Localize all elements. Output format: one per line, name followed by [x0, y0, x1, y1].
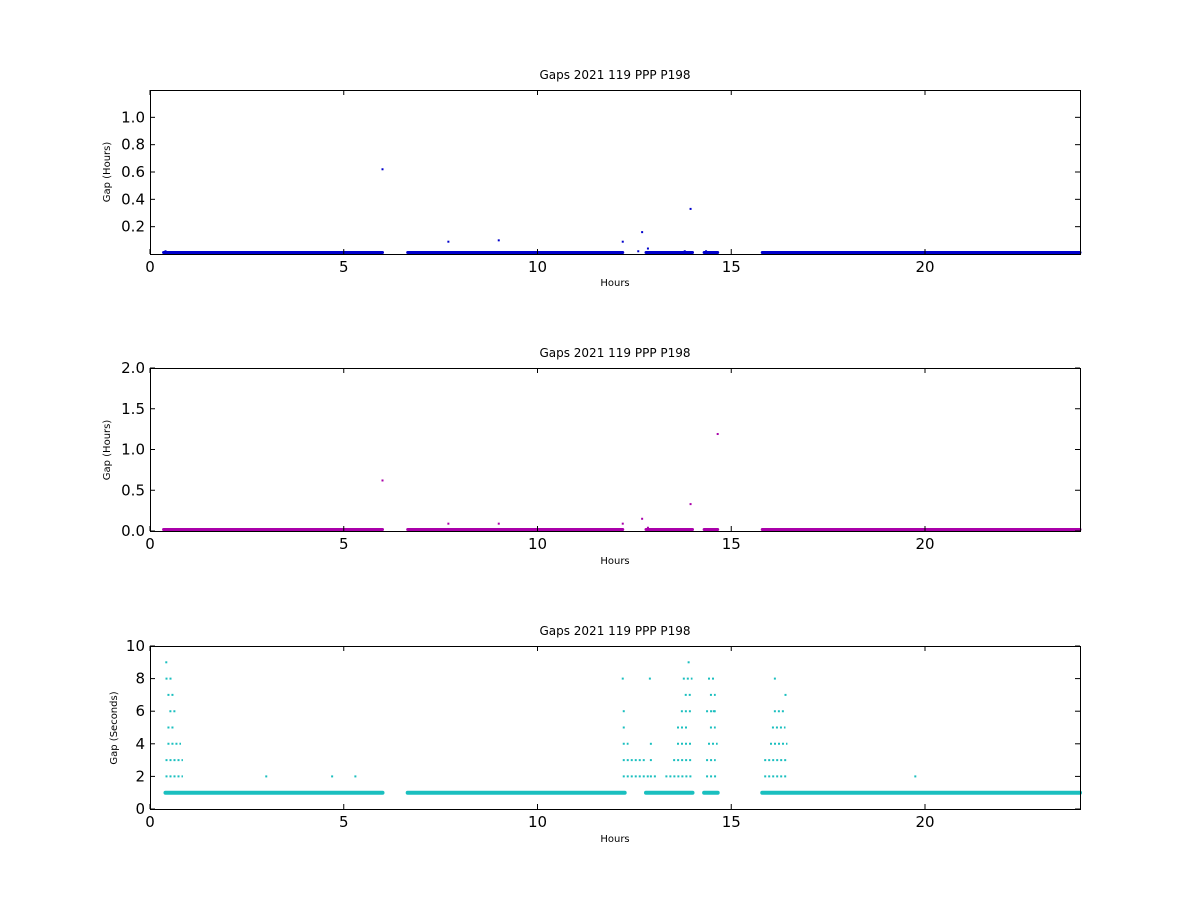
- x-tick-label: 10: [528, 535, 547, 553]
- y-tick-label: 0.2: [121, 218, 145, 236]
- plot-frame-2: [150, 368, 1081, 532]
- x-axis-label-1: Hours: [600, 278, 629, 289]
- data-point-3-1: [165, 661, 168, 664]
- data-point-2-11: [716, 433, 719, 436]
- data-point-1-12: [705, 250, 708, 253]
- data-point-2-4: [497, 522, 500, 525]
- x-axis-label-2: Hours: [600, 556, 629, 567]
- chart-title-1: Gaps 2021 119 PPP P198: [539, 68, 690, 82]
- chart-title-2: Gaps 2021 119 PPP P198: [539, 346, 690, 360]
- data-point-1-3: [381, 168, 384, 171]
- axis-ticks-1: 0 5 10 15 20 0.2 0.4 0.6 0.8 1.0: [121, 90, 1080, 276]
- y-tick-label: 4: [135, 735, 145, 753]
- x-tick-label: 5: [339, 258, 349, 276]
- data-point-1-8: [641, 231, 644, 234]
- y-tick-label: 1.0: [121, 441, 145, 459]
- y-tick-label: 0: [135, 800, 145, 818]
- data-point-1-9: [646, 247, 649, 250]
- data-point-2-5: [621, 522, 624, 525]
- y-tick-label: 2.0: [121, 359, 145, 377]
- data-point-1-11: [689, 207, 692, 210]
- y-tick-label: 1.0: [121, 108, 145, 126]
- data-point-1-6: [621, 240, 624, 243]
- x-tick-label: 0: [145, 813, 155, 831]
- data-point-1-13: [761, 251, 764, 254]
- x-tick-label: 10: [528, 258, 547, 276]
- chart-panel-1: Gaps 2021 119 PPP P198 Hours Gap (Hours)…: [102, 68, 1082, 289]
- data-point-1-5: [497, 239, 500, 242]
- x-tick-label: 0: [145, 535, 155, 553]
- y-tick-label: 0.4: [121, 190, 145, 208]
- chart-panel-3: Gaps 2021 119 PPP P198 Hours Gap (Second…: [109, 624, 1082, 845]
- y-tick-label: 8: [135, 670, 145, 688]
- data-point-2-7: [646, 526, 649, 529]
- y-tick-label: 0.0: [121, 522, 145, 540]
- data-point-2-10: [705, 528, 708, 531]
- chart-title-3: Gaps 2021 119 PPP P198: [539, 624, 690, 638]
- y-tick-label: 2: [135, 767, 145, 785]
- data-point-2-3: [447, 522, 450, 525]
- data-point-2-6: [641, 517, 644, 520]
- y-tick-label: 0.6: [121, 163, 145, 181]
- y-axis-label-3: Gap (Seconds): [109, 691, 120, 764]
- data-point-3-4: [354, 775, 357, 778]
- data-point-3-9: [784, 693, 787, 696]
- data-point-1-7: [637, 250, 640, 253]
- y-axis-label-1: Gap (Hours): [102, 142, 113, 203]
- data-marks-1: [162, 168, 1082, 254]
- x-tick-label: 20: [915, 258, 934, 276]
- y-tick-label: 10: [126, 637, 145, 655]
- y-tick-label: 1.5: [121, 400, 145, 418]
- data-point-3-3: [331, 775, 334, 778]
- x-tick-label: 20: [915, 813, 934, 831]
- y-tick-label: 0.8: [121, 136, 145, 154]
- data-point-2-9: [689, 503, 692, 506]
- chart-panel-2: Gaps 2021 119 PPP P198 Hours Gap (Hours)…: [102, 346, 1082, 567]
- y-tick-label: 0.5: [121, 481, 145, 499]
- data-marks-3: [163, 661, 1082, 795]
- plot-frame-3: [150, 646, 1081, 810]
- data-point-3-6: [648, 677, 651, 680]
- plot-frame-1: [150, 90, 1081, 255]
- data-point-3-2: [265, 775, 268, 778]
- x-tick-label: 15: [722, 813, 741, 831]
- x-tick-label: 5: [339, 813, 349, 831]
- x-tick-label: 20: [915, 535, 934, 553]
- data-point-3-5: [621, 677, 624, 680]
- x-axis-label-3: Hours: [600, 834, 629, 845]
- data-point-1-1: [164, 250, 167, 253]
- data-point-2-8: [683, 528, 686, 531]
- x-tick-label: 0: [145, 258, 155, 276]
- data-point-2-1: [164, 528, 167, 531]
- y-axis-label-2: Gap (Hours): [102, 420, 113, 481]
- data-point-1-4: [447, 240, 450, 243]
- data-point-3-7: [687, 661, 690, 664]
- x-tick-label: 10: [528, 813, 547, 831]
- data-point-3-8: [712, 710, 715, 713]
- data-point-1-10: [683, 250, 686, 253]
- data-point-3-10: [914, 775, 917, 778]
- x-tick-label: 5: [339, 535, 349, 553]
- data-marks-2: [162, 433, 1082, 531]
- axis-ticks-3: 0 5 10 15 20 0 2 4 6 8 10: [126, 637, 1080, 831]
- y-tick-label: 6: [135, 702, 145, 720]
- x-tick-label: 15: [722, 535, 741, 553]
- axis-ticks-2: 0 5 10 15 20 0.0 0.5 1.0 1.5 2.0: [121, 359, 1080, 553]
- data-point-2-2: [381, 479, 384, 482]
- x-tick-label: 15: [722, 258, 741, 276]
- data-point-1-2: [168, 251, 171, 254]
